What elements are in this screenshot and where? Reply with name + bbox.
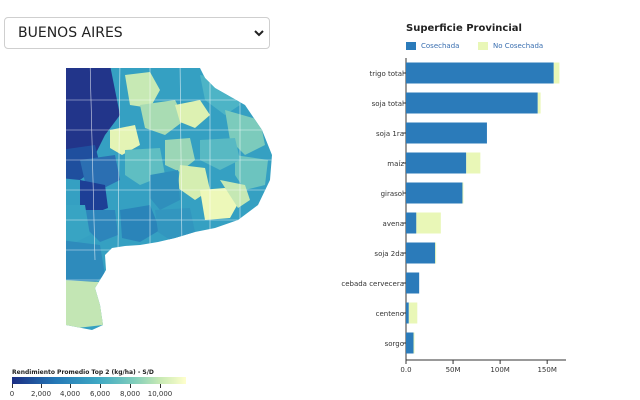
bar-no-cosechada[interactable]	[413, 332, 415, 354]
legend-tickmark	[160, 384, 161, 388]
bar-no-cosechada[interactable]	[466, 152, 481, 174]
bar-cosechada[interactable]	[406, 152, 467, 174]
legend-tick-label: 6,000	[89, 390, 111, 398]
bar-cosechada[interactable]	[406, 212, 417, 234]
x-tick-label: 100M	[490, 366, 509, 374]
map-borders	[66, 68, 272, 281]
legend-label: No Cosechada	[493, 42, 544, 50]
bar-cosechada[interactable]	[406, 182, 463, 204]
category-label: soja total	[372, 100, 404, 108]
bar-cosechada[interactable]	[406, 122, 487, 144]
legend-tickmark	[70, 384, 71, 388]
legend-tickmark	[130, 384, 131, 388]
legend-tick-label: 4,000	[59, 390, 81, 398]
category-label: cebada cervecera	[341, 280, 404, 288]
province-select-value: BUENOS AIRES	[18, 25, 123, 41]
map-svg	[66, 68, 272, 330]
map-districts	[66, 68, 272, 330]
map-legend-gradient	[12, 377, 186, 384]
x-tick-label: 150M	[537, 366, 556, 374]
legend-tick-label: 10,000	[147, 390, 173, 398]
x-tick-label: 0.0	[400, 366, 411, 374]
category-label: sorgo	[385, 340, 404, 348]
bar-cosechada[interactable]	[406, 62, 554, 84]
x-tick-label: 50M	[446, 366, 461, 374]
bar-no-cosechada[interactable]	[553, 62, 560, 84]
legend-swatch	[406, 42, 416, 50]
choropleth-map[interactable]	[0, 60, 300, 360]
category-label: centeno	[376, 310, 404, 318]
legend-tickmark	[100, 384, 101, 388]
legend-tickmark	[41, 384, 42, 388]
legend-tick-label: 0	[9, 390, 15, 398]
legend-swatch	[478, 42, 488, 50]
bar-cosechada[interactable]	[406, 92, 538, 114]
bar-no-cosechada[interactable]	[435, 242, 437, 264]
legend-label: Cosechada	[421, 42, 460, 50]
legend-tick-label: 2,000	[30, 390, 52, 398]
bar-cosechada[interactable]	[406, 332, 414, 354]
map-legend-ticks: 0 2,000 4,000 6,000 8,000 10,000	[0, 384, 200, 400]
category-label: girasol	[381, 190, 404, 198]
bar-cosechada[interactable]	[406, 272, 420, 294]
bar-no-cosechada[interactable]	[462, 182, 464, 204]
category-label: avena	[383, 220, 404, 228]
province-select[interactable]: BUENOS AIRES	[4, 17, 270, 49]
chart-title: Superficie Provincial	[406, 23, 522, 34]
bar-no-cosechada[interactable]	[537, 92, 541, 114]
map-legend-title: Rendimiento Promedio Top 2 (kg/ha) - S/D	[12, 369, 154, 376]
bar-no-cosechada[interactable]	[416, 212, 441, 234]
category-label: soja 1ra	[376, 130, 404, 138]
legend-item-no-cosechada[interactable]: No Cosechada	[478, 42, 543, 50]
category-label: maíz	[387, 160, 404, 168]
bar-no-cosechada[interactable]	[408, 302, 418, 324]
legend-tick-label: 8,000	[119, 390, 141, 398]
bar-cosechada[interactable]	[406, 242, 436, 264]
chevron-down-icon	[254, 30, 264, 37]
category-label: soja 2da	[374, 250, 404, 258]
legend-tickmark	[12, 384, 13, 388]
bar-cosechada[interactable]	[406, 302, 409, 324]
legend-item-cosechada[interactable]: Cosechada	[406, 42, 459, 50]
bar-chart: trigo total soja total soja 1ra maíz girasol…	[341, 58, 566, 374]
category-label: trigo total	[369, 70, 404, 78]
